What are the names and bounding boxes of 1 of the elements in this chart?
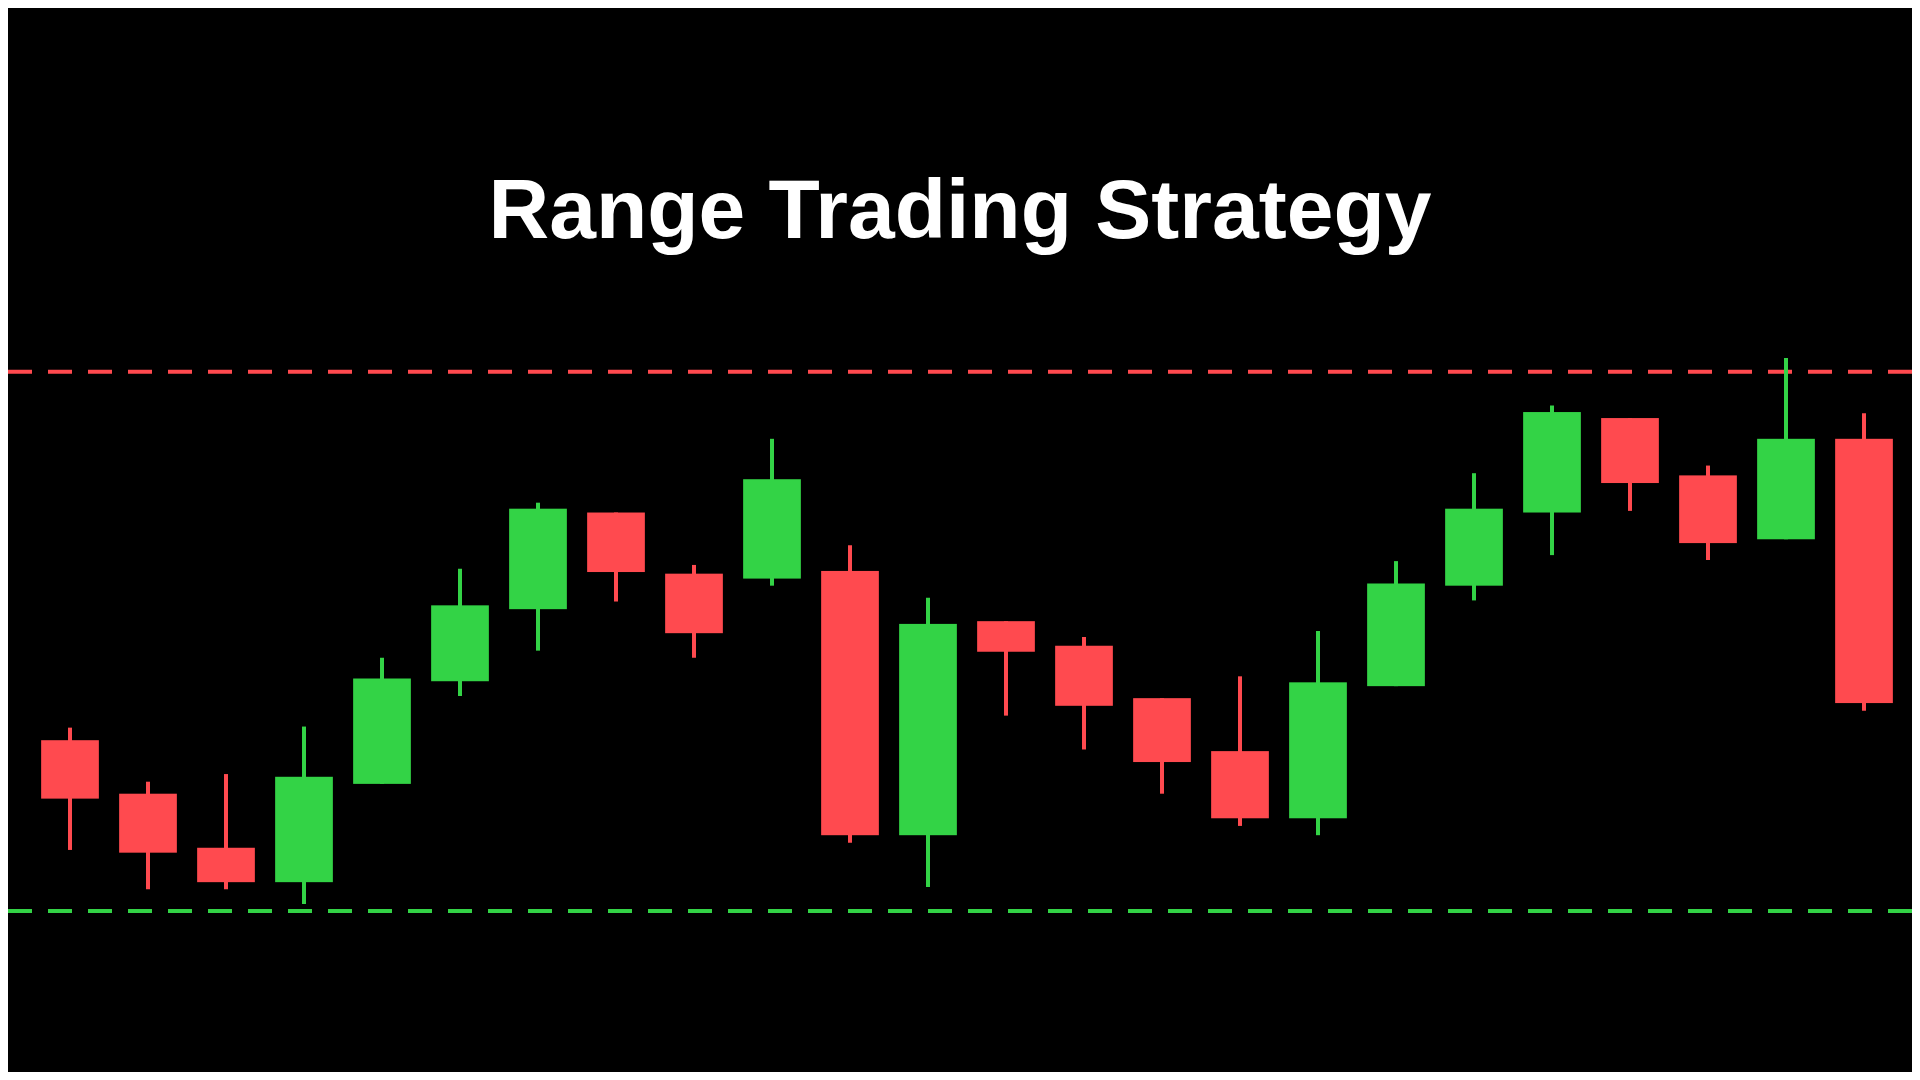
chart-title: Range Trading Strategy	[488, 162, 1432, 256]
